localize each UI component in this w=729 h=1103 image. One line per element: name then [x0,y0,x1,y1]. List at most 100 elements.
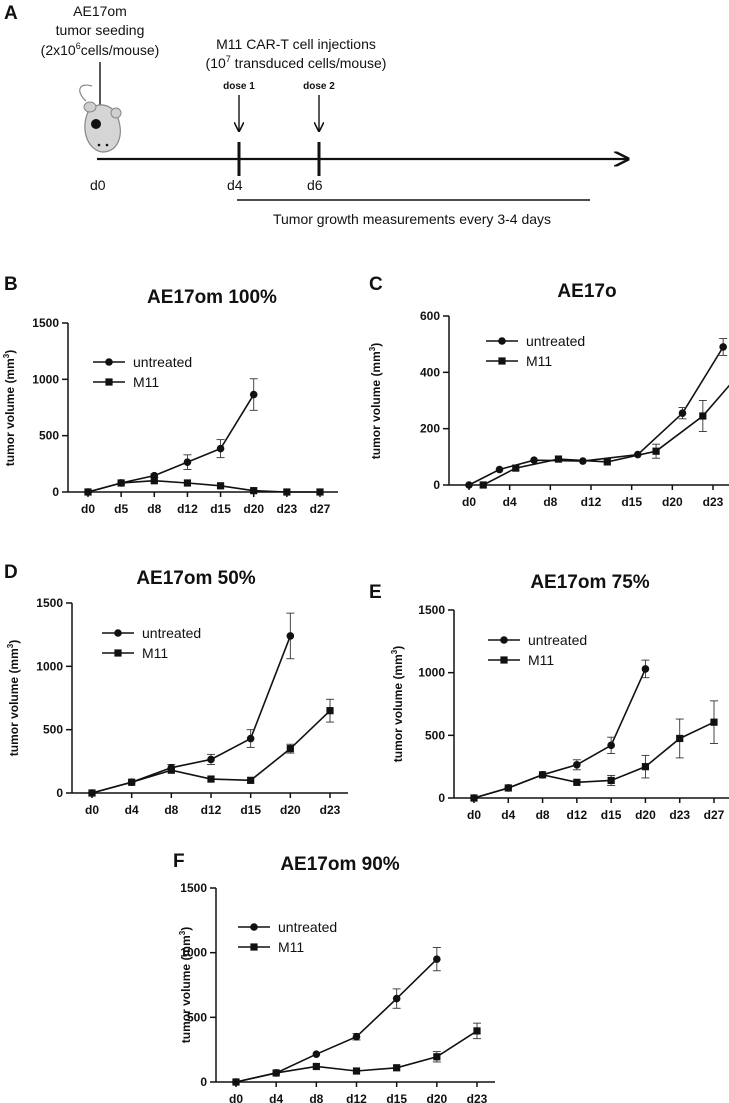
data-point-b-m11 [84,488,92,496]
dose-1-label: dose 1 [223,81,255,92]
x-tick-label-d: d23 [320,803,341,817]
x-tick-label-c: d20 [662,495,683,509]
data-point-b-m11 [283,488,291,496]
data-point-e-m11 [573,778,581,786]
data-point-e-untreated [641,665,650,673]
x-tick-label-f: d23 [467,1092,488,1103]
x-tick-label-e: d4 [501,808,515,822]
series-line-b-square [87,479,320,493]
seeding-line-1: AE17om [73,3,127,19]
data-point-d-m11 [286,745,294,753]
dose-2-label: dose 2 [303,81,335,92]
y-tick-label-e: 0 [438,791,445,805]
chart-panel-b: B AE17om 100% tumor volume (mm3) 0 500 1000 15… [2,274,338,516]
legend-label-d: untreated [142,625,201,641]
x-tick-label-d: d8 [164,803,178,817]
timeline-panel: A AE17om tumor seeding (2x106cells/mouse… [4,3,628,227]
x-tick-label-b: d15 [210,502,231,516]
y-tick-label-c: 0 [433,478,440,492]
y-tick-label-f: 1500 [180,881,207,895]
y-tick-label-b: 0 [52,485,59,499]
data-point-f-m11 [232,1078,240,1086]
y-tick-label-f: 500 [187,1010,207,1024]
panel-letter-b: B [4,274,18,295]
data-point-b-m11 [250,487,258,495]
chart-title-c: AE17o [557,281,616,302]
x-tick-label-e: d12 [567,808,588,822]
y-axis-label-b: tumor volume (mm3) [2,350,17,466]
legend-marker-e [500,636,508,644]
data-point-c-untreated [719,343,727,351]
series-line-b-circle [87,394,255,493]
data-point-c-untreated [465,481,473,489]
legend-label-c: untreated [526,333,585,349]
data-point-b-m11 [117,479,125,487]
x-tick-label-e: d15 [601,808,622,822]
data-point-d-m11 [207,775,215,783]
legend-marker-d [114,649,122,657]
x-tick-label-e: d23 [669,808,690,822]
legend-marker-f [250,943,258,951]
legend-marker-b [105,358,113,366]
injections-cell-count: (107 transduced cells/mouse) [206,54,387,71]
y-tick-label-e: 1000 [418,666,445,680]
data-point-b-m11 [183,479,192,487]
x-tick-label-b: d0 [81,502,95,516]
data-point-c-m11 [554,455,563,463]
y-tick-label-d: 0 [56,786,63,800]
data-point-e-m11 [538,771,547,779]
legend-marker-f [250,923,258,931]
data-point-b-untreated [183,458,192,466]
x-tick-label-e: d20 [635,808,656,822]
y-tick-label-e: 500 [425,728,445,742]
seeding-cell-count: (2x106cells/mouse) [41,41,160,58]
data-point-d-untreated [286,632,295,640]
data-point-f-m11 [312,1062,320,1071]
x-tick-label-d: d0 [85,803,99,817]
x-tick-label-f: d12 [346,1092,367,1103]
legend-marker-b [105,378,113,386]
legend-label-c: M11 [526,353,552,369]
x-tick-label-b: d8 [147,502,161,516]
series-line-f-circle [235,958,438,1083]
y-tick-label-d: 500 [43,723,63,737]
data-point-d-m11 [128,778,136,786]
legend-marker-c [498,337,506,345]
data-point-b-m11 [316,488,324,496]
data-point-b-m11 [150,477,158,485]
data-point-b-untreated [249,390,258,399]
chart-title-f: AE17om 90% [280,854,399,875]
data-point-c-untreated [530,456,538,465]
data-point-c-m11 [652,447,660,455]
x-tick-label-c: d4 [503,495,517,509]
data-point-c-m11 [479,481,487,489]
legend-label-f: untreated [278,919,337,935]
y-tick-label-c: 400 [420,365,440,379]
timeline-day-d6: d6 [307,177,323,193]
x-tick-label-b: d20 [243,502,264,516]
legend-marker-c [498,357,506,365]
x-tick-label-b: d27 [310,502,331,516]
x-tick-label-e: d27 [704,808,725,822]
y-tick-label-c: 200 [420,422,440,436]
x-tick-label-e: d8 [536,808,550,822]
data-point-e-m11 [504,784,512,792]
chart-title-d: AE17om 50% [136,568,255,589]
data-point-c-m11 [603,458,611,466]
measurement-note: Tumor growth measurements every 3-4 days [273,211,551,227]
injections-title: M11 CAR-T cell injections [216,36,376,52]
x-tick-label-d: d15 [240,803,261,817]
chart-panel-f: F AE17om 90% tumor volume (mm3) 0 500 1000 150… [173,851,495,1103]
data-point-f-untreated [352,1032,361,1041]
data-point-d-untreated [246,734,255,743]
x-tick-label-e: d0 [467,808,481,822]
y-tick-label-b: 1000 [32,372,59,386]
panel-letter-f: F [173,851,185,872]
data-point-e-m11 [641,763,650,771]
panel-letter-e: E [369,582,382,603]
y-axis-label-e: tumor volume (mm3) [390,646,405,762]
x-tick-label-c: d12 [581,495,602,509]
data-point-e-untreated [573,760,581,769]
y-tick-label-d: 1500 [36,596,63,610]
legend-label-d: M11 [142,645,168,661]
